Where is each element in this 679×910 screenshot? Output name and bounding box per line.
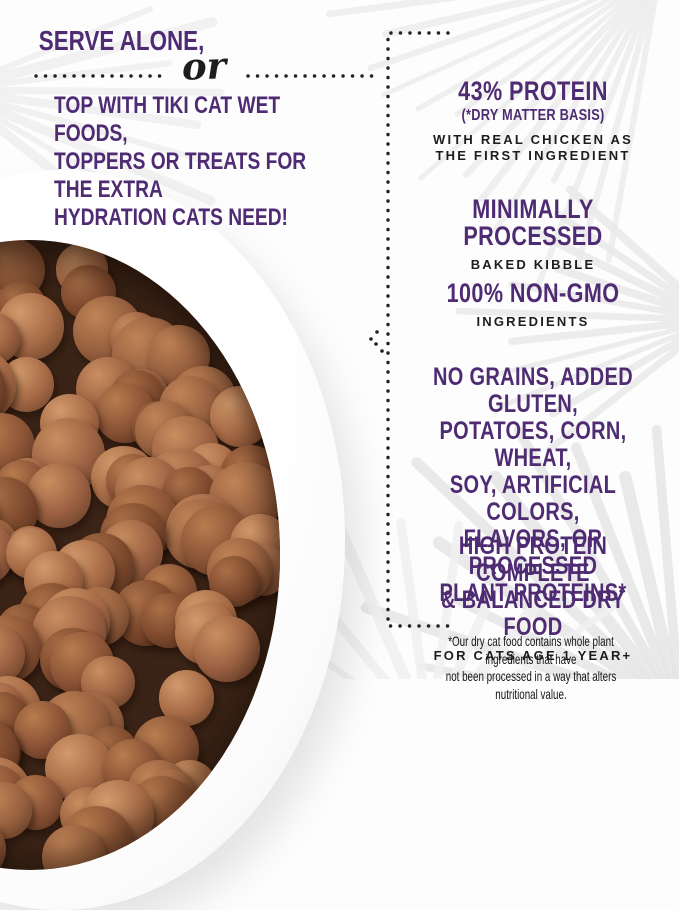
- subheadline-line: HYDRATION CATS NEED!: [54, 204, 288, 231]
- palm-frond: [455, 185, 679, 453]
- footnote-line: not been processed in a way that alters …: [445, 668, 617, 702]
- feature-no-grains: NO GRAINS, ADDED GLUTEN, POTATOES, CORN,…: [390, 364, 676, 607]
- palm-frond-pattern: [0, 0, 679, 679]
- detail-line: FOR CATS AGE 1 YEAR+: [433, 648, 633, 663]
- kibble-piece: [209, 386, 271, 447]
- detail-line: WITH REAL CHICKEN AS: [433, 132, 633, 147]
- kibble-piece: [194, 616, 260, 682]
- feature-non-gmo-detail: INGREDIENTS: [390, 314, 676, 330]
- footnote: *Our dry cat food contains whole plant i…: [429, 633, 633, 703]
- feature-high-protein-title: HIGH PROTEIN COMPLETE & BALANCED DRY FOO…: [419, 533, 648, 641]
- title-line: POTATOES, CORN, WHEAT,: [439, 417, 627, 472]
- feature-high-protein-detail: FOR CATS AGE 1 YEAR+: [390, 648, 676, 664]
- dotted-separators: [34, 31, 450, 628]
- top-with-subheadline: TOP WITH TIKI CAT WET FOODS, TOPPERS OR …: [54, 92, 334, 232]
- feature-protein-title: 43% PROTEIN: [458, 76, 608, 106]
- feature-protein: 43% PROTEIN (*DRY MATTER BASIS) WITH REA…: [390, 78, 676, 163]
- title-line: FLAVORS, OR PROCESSED: [463, 525, 603, 580]
- feature-minimally-processed-detail: BAKED KIBBLE: [390, 257, 676, 273]
- footnote-line: *Our dry cat food contains whole plant i…: [448, 633, 614, 667]
- or-script-word: or: [181, 43, 227, 89]
- vertical-dotted-separator: [386, 31, 450, 628]
- palm-frond: [325, 0, 658, 291]
- feature-minimally-processed: MINIMALLY PROCESSED BAKED KIBBLE: [390, 196, 676, 273]
- detail-line: THE FIRST INGREDIENT: [435, 147, 631, 163]
- subheadline-line: TOP WITH TIKI CAT WET FOODS,: [54, 92, 281, 147]
- title-line: NO GRAINS, ADDED GLUTEN,: [433, 363, 633, 418]
- subheadline-line: TOPPERS OR TREATS FOR THE EXTRA: [54, 148, 307, 203]
- feature-high-protein: HIGH PROTEIN COMPLETE & BALANCED DRY FOO…: [390, 533, 676, 664]
- detail-line: INGREDIENTS: [476, 314, 590, 329]
- title-line: & BALANCED DRY FOOD: [441, 586, 625, 641]
- feature-non-gmo: 100% NON-GMO INGREDIENTS: [390, 280, 676, 330]
- feature-protein-subtitle: (*DRY MATTER BASIS): [461, 107, 605, 124]
- dotted-accent-marks: [369, 330, 384, 353]
- serve-alone-headline: SERVE ALONE,: [38, 25, 205, 56]
- title-line: SOY, ARTIFICIAL COLORS,: [449, 471, 617, 526]
- title-line: PLANT PROTEINS*: [439, 579, 627, 607]
- feature-minimally-processed-title: MINIMALLY PROCESSED: [463, 194, 603, 251]
- feature-no-grains-title: NO GRAINS, ADDED GLUTEN, POTATOES, CORN,…: [419, 364, 648, 607]
- feature-non-gmo-title: 100% NON-GMO: [446, 278, 620, 308]
- title-line: HIGH PROTEIN COMPLETE: [458, 532, 608, 587]
- feature-protein-detail: WITH REAL CHICKEN AS THE FIRST INGREDIEN…: [390, 132, 676, 163]
- text-layer: SERVE ALONE, or TOP WITH TIKI CAT WET FO…: [38, 25, 676, 702]
- kibble-piece: [0, 353, 6, 427]
- kibble-piece: [0, 312, 20, 364]
- detail-line: BAKED KIBBLE: [470, 257, 596, 272]
- palm-frond: [257, 508, 618, 679]
